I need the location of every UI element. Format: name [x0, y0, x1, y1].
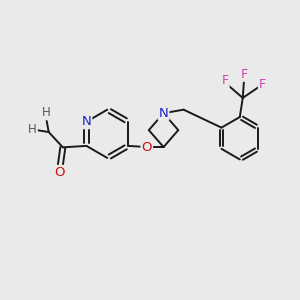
Text: N: N [82, 115, 91, 128]
Text: N: N [159, 107, 168, 120]
Text: H: H [41, 106, 50, 119]
Text: O: O [55, 166, 65, 179]
Text: F: F [241, 68, 248, 81]
Text: H: H [28, 123, 37, 136]
Text: O: O [142, 141, 152, 154]
Text: F: F [259, 77, 266, 91]
Text: F: F [221, 74, 229, 87]
